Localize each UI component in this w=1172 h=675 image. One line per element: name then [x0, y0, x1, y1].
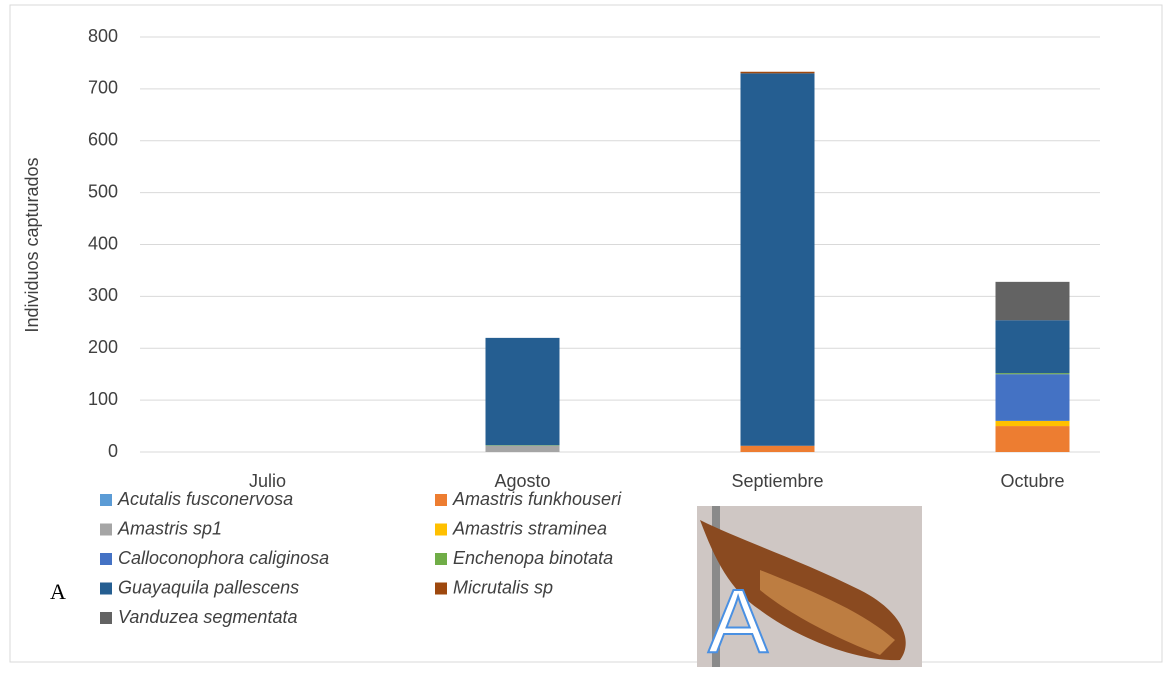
- bar-segment: [740, 445, 815, 452]
- bar-segment: [995, 374, 1070, 421]
- x-tick-label: Septiembre: [731, 471, 823, 491]
- bar-segment: [995, 420, 1070, 427]
- legend-label: Amastris funkhouseri: [452, 489, 622, 509]
- legend-label: Acutalis fusconervosa: [117, 489, 293, 509]
- legend-label: Guayaquila pallescens: [118, 577, 299, 597]
- bar-segment: [485, 337, 560, 446]
- y-tick-label: 800: [88, 26, 118, 46]
- bar-segment: [995, 281, 1070, 321]
- bar-segment: [485, 445, 560, 446]
- y-tick-label: 0: [108, 441, 118, 461]
- legend-annotation: A: [50, 579, 66, 604]
- legend-swatch: [435, 582, 447, 595]
- x-tick-label: Octubre: [1000, 471, 1064, 491]
- bar-segment: [995, 320, 1070, 374]
- x-tick-label: Agosto: [494, 471, 550, 491]
- y-tick-label: 300: [88, 285, 118, 305]
- bar-segment: [995, 426, 1070, 452]
- legend-label: Micrutalis sp: [453, 577, 553, 597]
- legend-swatch: [435, 494, 447, 506]
- photo: A: [697, 506, 922, 673]
- legend-swatch: [100, 582, 112, 595]
- legend-swatch: [435, 523, 447, 536]
- legend-swatch: [100, 553, 112, 565]
- bar-segment: [485, 445, 560, 452]
- y-tick-label: 200: [88, 337, 118, 357]
- legend-swatch: [435, 553, 447, 565]
- legend-swatch: [100, 494, 112, 506]
- y-tick-label: 100: [88, 389, 118, 409]
- y-tick-label: 400: [88, 233, 118, 253]
- legend-label: Vanduzea segmentata: [118, 607, 297, 627]
- y-tick-label: 600: [88, 130, 118, 150]
- y-axis-label: Individuos capturados: [22, 157, 42, 332]
- bar-segment: [740, 71, 815, 74]
- legend-label: Amastris straminea: [452, 518, 607, 538]
- bar-segment: [995, 373, 1070, 375]
- plot: 0 100 200 300 400 500 600 700 800 Julio Agosto Sept…: [88, 26, 1100, 627]
- legend-label: Enchenopa binotata: [453, 548, 613, 568]
- photo-label: A: [708, 572, 768, 670]
- y-tick-label: 500: [88, 181, 118, 201]
- legend-label: Calloconophora caliginosa: [118, 548, 329, 568]
- chart-border: [9, 4, 1163, 663]
- y-tick-label: 700: [88, 78, 118, 98]
- bar-segment: [740, 73, 815, 446]
- x-tick-label: Julio: [249, 471, 286, 491]
- legend-swatch: [100, 523, 112, 536]
- legend-swatch: [100, 612, 112, 624]
- legend-label: Amastris sp1: [117, 518, 222, 538]
